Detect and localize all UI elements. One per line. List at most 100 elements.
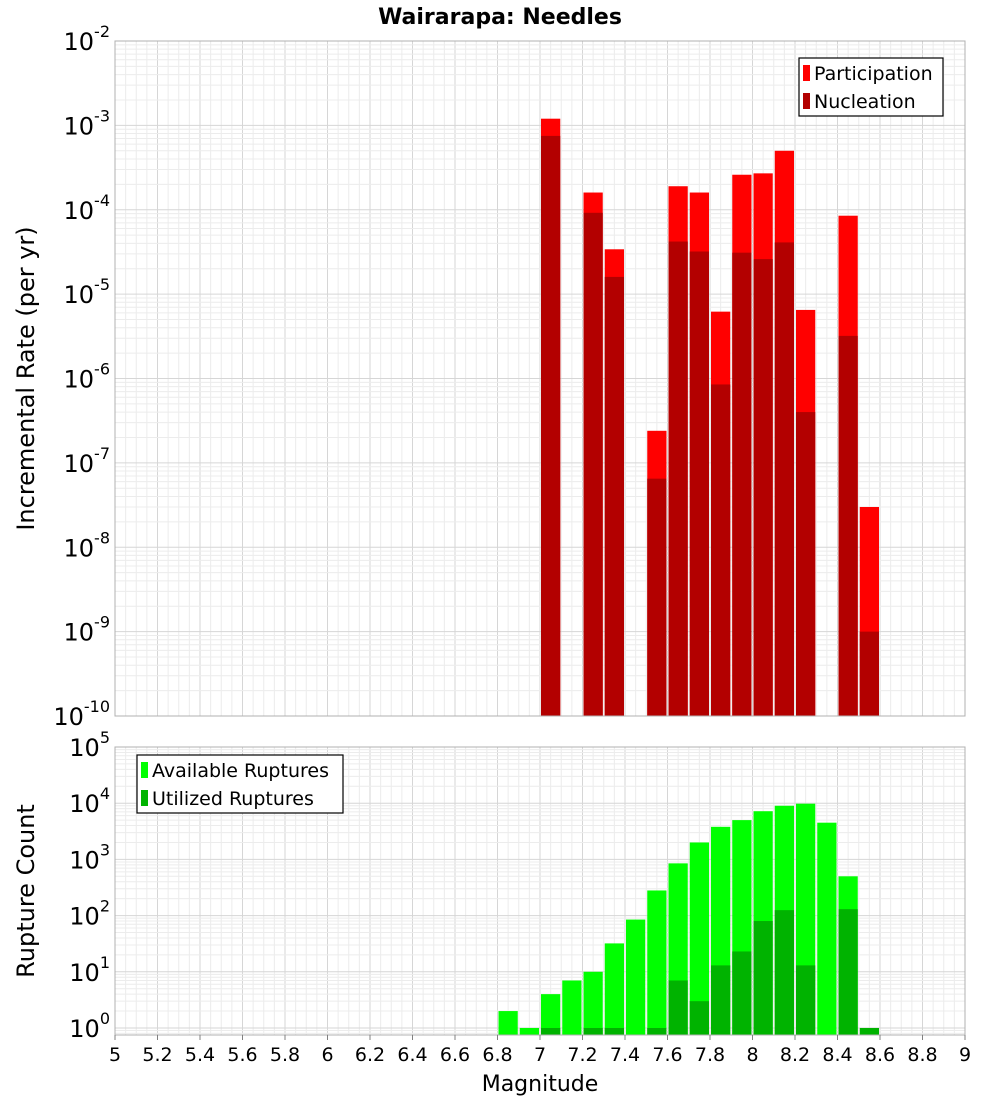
bar bbox=[647, 1027, 667, 1035]
y-tick-base: 10 bbox=[69, 903, 100, 931]
legend-label: Utilized Ruptures bbox=[152, 788, 314, 810]
plot-frame bbox=[114, 40, 966, 717]
y-tick-label: 101 bbox=[69, 953, 110, 987]
y-tick-base: 10 bbox=[64, 197, 95, 225]
legend-box bbox=[136, 754, 344, 814]
x-tick-label: 5.4 bbox=[185, 1044, 215, 1066]
y-tick-label: 100 bbox=[69, 1009, 110, 1043]
bar bbox=[817, 822, 837, 1035]
legend-swatch bbox=[803, 65, 810, 81]
bar bbox=[838, 335, 858, 716]
chart-panel-rate: 10-210-310-410-510-610-710-810-910-10Inc… bbox=[12, 5, 966, 731]
y-tick-exponent: -7 bbox=[94, 444, 110, 463]
bar bbox=[689, 251, 709, 716]
y-tick-labels: 10-210-310-410-510-610-710-810-910-10 bbox=[53, 22, 110, 731]
x-tick-label: 8.6 bbox=[865, 1044, 895, 1066]
bar bbox=[583, 212, 603, 716]
x-tick-label: 8.2 bbox=[780, 1044, 810, 1066]
y-tick-exponent: -2 bbox=[94, 22, 110, 41]
x-tick-label: 6.8 bbox=[482, 1044, 512, 1066]
y-tick-label: 10-4 bbox=[64, 191, 111, 225]
y-tick-base: 10 bbox=[64, 450, 95, 478]
x-tick-label: 9 bbox=[959, 1044, 971, 1066]
x-tick-label: 8 bbox=[746, 1044, 758, 1066]
x-tick-label: 6.4 bbox=[397, 1044, 427, 1066]
y-tick-base: 10 bbox=[64, 366, 95, 394]
bar bbox=[753, 259, 773, 716]
x-tick-label: 7 bbox=[534, 1044, 546, 1066]
bar bbox=[711, 965, 731, 1035]
x-tick-label: 7.4 bbox=[610, 1044, 640, 1066]
series-nucleation bbox=[541, 135, 879, 717]
y-tick-base: 10 bbox=[64, 281, 95, 309]
y-tick-exponent: -4 bbox=[94, 191, 110, 210]
y-tick-base: 10 bbox=[64, 112, 95, 140]
x-tick-label: 5 bbox=[109, 1044, 121, 1066]
y-tick-base: 10 bbox=[53, 703, 84, 731]
gridlines bbox=[114, 40, 966, 717]
y-tick-label: 102 bbox=[69, 897, 110, 931]
bar bbox=[604, 1027, 624, 1035]
y-tick-exponent: 4 bbox=[100, 784, 110, 803]
y-tick-base: 10 bbox=[64, 28, 95, 56]
bar bbox=[498, 1011, 518, 1035]
y-tick-label: 10-8 bbox=[64, 528, 111, 562]
bar bbox=[753, 921, 773, 1035]
y-tick-label: 10-7 bbox=[64, 444, 111, 478]
legend-label: Nucleation bbox=[814, 91, 916, 113]
x-tick-label: 7.2 bbox=[567, 1044, 597, 1066]
y-tick-exponent: -3 bbox=[94, 106, 110, 125]
bar bbox=[732, 951, 752, 1035]
x-tick-label: 7.8 bbox=[695, 1044, 725, 1066]
bar bbox=[796, 412, 816, 716]
x-tick-label: 8.8 bbox=[907, 1044, 937, 1066]
x-tick-labels: 5 5.2 5.4 5.6 5.8 6 6.2 6.4 6.6 6.8 7 7.2 7.4 7.6 7.8 8… bbox=[109, 1035, 971, 1066]
bar bbox=[583, 1027, 603, 1035]
x-tick-label: 6.2 bbox=[355, 1044, 385, 1066]
legend-box bbox=[798, 57, 944, 117]
y-tick-exponent: -10 bbox=[84, 697, 110, 716]
chart-title: Wairarapa: Needles bbox=[378, 5, 622, 30]
y-tick-base: 10 bbox=[69, 846, 100, 874]
series-utilized-ruptures bbox=[541, 909, 879, 1035]
y-tick-exponent: 3 bbox=[100, 840, 110, 859]
bar bbox=[647, 890, 667, 1035]
bar bbox=[583, 971, 603, 1035]
y-tick-label: 10-2 bbox=[64, 22, 111, 56]
bar bbox=[626, 919, 646, 1035]
y-axis-label: Incremental Rate (per yr) bbox=[12, 226, 40, 530]
y-tick-exponent: 1 bbox=[100, 953, 110, 972]
bar bbox=[668, 241, 688, 717]
y-tick-base: 10 bbox=[69, 1015, 100, 1043]
x-tick-label: 8.4 bbox=[822, 1044, 852, 1066]
bar bbox=[519, 1027, 539, 1035]
y-tick-base: 10 bbox=[64, 534, 95, 562]
bar bbox=[732, 252, 752, 716]
bar bbox=[562, 980, 582, 1035]
y-tick-exponent: -8 bbox=[94, 528, 110, 547]
x-tick-label: 5.8 bbox=[270, 1044, 300, 1066]
y-tick-exponent: 0 bbox=[100, 1009, 110, 1028]
y-tick-label: 104 bbox=[69, 784, 110, 818]
bar bbox=[711, 384, 731, 716]
y-tick-exponent: -9 bbox=[94, 613, 110, 632]
y-tick-base: 10 bbox=[69, 734, 100, 762]
bar bbox=[689, 842, 709, 1035]
x-tick-label: 6.6 bbox=[440, 1044, 470, 1066]
y-tick-exponent: 5 bbox=[100, 728, 110, 747]
legend-swatch bbox=[141, 762, 148, 778]
legend-label: Available Ruptures bbox=[152, 760, 329, 782]
y-tick-label: 10-3 bbox=[64, 106, 111, 140]
y-tick-label: 10-5 bbox=[64, 275, 111, 309]
x-axis-label: Magnitude bbox=[482, 1072, 599, 1097]
y-tick-base: 10 bbox=[69, 790, 100, 818]
bar bbox=[774, 910, 794, 1035]
y-tick-label: 10-9 bbox=[64, 613, 111, 647]
y-tick-base: 10 bbox=[69, 959, 100, 987]
y-tick-label: 105 bbox=[69, 728, 110, 762]
y-axis-label: Rupture Count bbox=[12, 804, 40, 978]
